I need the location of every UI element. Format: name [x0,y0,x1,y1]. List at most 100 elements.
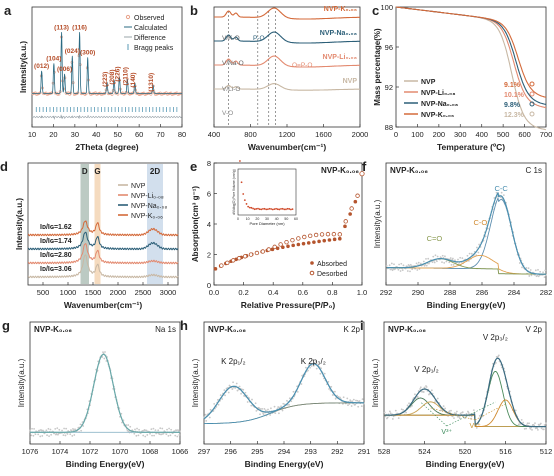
raw-point [58,428,61,431]
raw-point [534,422,536,425]
x-tick-label: 1000 [60,288,77,297]
x-axis-label: Binding Energy(eV) [245,459,324,469]
raw-point [356,399,359,402]
envelope-line [30,353,180,433]
raw-point [174,434,177,437]
raw-point [32,434,35,437]
raw-point [401,269,404,272]
legend-entry: NVP-Na₀.₀₈ [131,203,167,210]
desorbed-point [337,232,342,237]
inset-x-tick: 30 [265,217,269,221]
raw-point [477,251,480,254]
plot-frame [383,321,547,445]
raw-point [72,428,74,430]
raw-point [281,409,284,412]
raw-point [133,432,136,435]
raw-point [37,429,40,432]
raw-point [518,262,521,264]
x-tick-label: 297 [198,447,211,456]
inset-point [280,208,282,210]
raw-point [77,426,80,429]
raw-point [406,404,409,407]
raw-point [205,419,208,422]
raw-point [163,430,166,432]
raw-point [102,351,104,354]
inset-point [240,181,243,184]
mass-loss-marker [529,101,535,107]
band-shade [80,164,89,284]
inset-point [247,205,250,208]
raw-point [388,264,391,267]
x-tick-label: 516 [499,447,512,456]
legend-entry: Absorbed [317,261,347,268]
raw-point [70,429,72,431]
x-tick-label: 0.6 [298,288,308,297]
raw-point [353,403,356,406]
panel-label: g [2,318,10,333]
x-tick-label: 200 [433,130,446,139]
envelope-line [203,363,364,420]
series-line [214,83,360,91]
raw-point [528,426,531,429]
peak-label: (140) [130,72,137,87]
raw-point [134,428,136,431]
inset-point [276,208,279,211]
raw-point [398,263,400,266]
raw-point [459,256,462,259]
x-axis-label: Temperature (ºC) [437,142,505,152]
raw-point [500,191,503,194]
raw-point [523,428,526,430]
raw-point [448,261,451,264]
raw-point [528,422,530,425]
peak-label: (300) [80,50,95,57]
raw-point [386,417,388,420]
band-annotation: V/Na-O [222,60,244,67]
x-axis-label: Relative Pressure(P/P₀) [241,300,336,310]
observed-point [50,91,54,95]
raw-point [525,427,528,430]
raw-point [262,412,264,414]
x-tick-label: 288 [444,288,457,297]
raw-point [391,269,394,272]
plot-frame [27,162,179,286]
raw-point [465,413,468,415]
raw-point [296,390,299,393]
raw-point [34,433,37,436]
series-line [28,231,179,251]
absorbed-point [338,236,342,241]
raw-point [232,381,234,384]
raw-point [49,428,52,431]
x-axis-label: 2Theta (degree) [75,142,138,152]
panel-label: d [0,159,8,174]
raw-point [542,271,544,274]
observed-point [131,91,135,95]
raw-point [389,412,392,415]
band-annotation: V-O [222,110,233,117]
inset-point [271,208,274,211]
raw-point [288,403,290,406]
inset-point [268,207,271,210]
raw-point [50,433,53,436]
raw-point [238,385,241,388]
raw-point [458,416,461,418]
raw-point [531,428,533,431]
peak-label: (226) [114,66,121,81]
raw-point [432,255,435,258]
absorbed-point [296,242,301,247]
raw-point [459,412,462,415]
raw-point [357,405,360,408]
x-tick-label: 284 [508,288,521,297]
raw-point [246,401,249,403]
x-tick-label: 1070 [112,447,129,456]
raw-point [495,355,498,358]
raw-point [502,194,505,197]
raw-point [178,434,181,436]
raw-point [328,388,330,390]
raw-point [167,434,170,437]
raw-point [537,423,540,426]
raw-point [136,427,138,430]
legend-calculated: Calculated [134,25,167,32]
desorbed-point [236,256,242,261]
desorbed-point [225,260,230,265]
inset-point [239,160,241,162]
